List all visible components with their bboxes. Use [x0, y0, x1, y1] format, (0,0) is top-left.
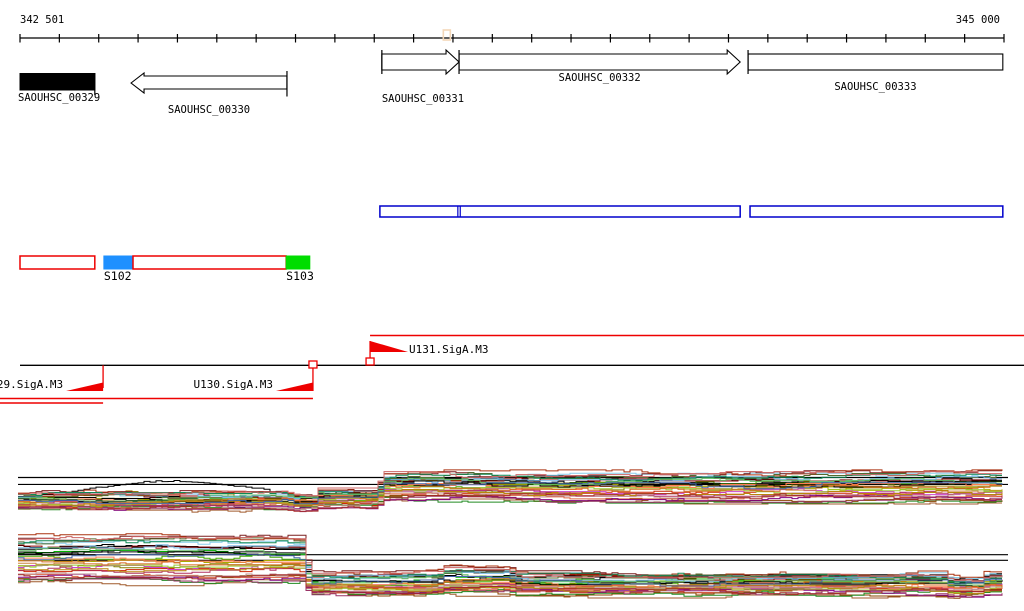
tss-direction-flag-reverse[interactable] — [275, 382, 313, 392]
coordinate-ruler: 342 501 345 000 — [19, 14, 1005, 43]
segment-label: S103 — [286, 269, 314, 283]
expression-profile-line — [18, 493, 1002, 512]
expression-profile-line — [18, 476, 1002, 500]
expression-profile-line — [18, 473, 1002, 498]
tss-square-marker[interactable] — [365, 357, 375, 366]
expression-profile-line — [18, 556, 1002, 589]
gene-arrow-reverse[interactable] — [130, 71, 288, 95]
gene-label: SAOUHSC_00332 — [559, 72, 641, 84]
gene-box[interactable] — [747, 53, 1004, 71]
tss-direction-flag-reverse[interactable] — [66, 382, 104, 392]
transcription-unit-box[interactable] — [749, 205, 1004, 218]
tss-labels: 129.SigA.M3 U130.SigA.M3 U131.SigA.M3 — [0, 343, 489, 391]
expression-profile-line — [18, 574, 1002, 596]
gene-box-filled[interactable] — [19, 73, 96, 91]
tss-label: 129.SigA.M3 — [0, 378, 63, 391]
gene-label: SAOUHSC_00333 — [834, 81, 916, 93]
ruler-end-coordinate: 345 000 — [956, 14, 1000, 26]
expression-profile-line — [18, 540, 1002, 584]
gene-arrow-forward[interactable] — [458, 48, 741, 76]
expression-profiles — [18, 469, 1008, 599]
ruler-start-coordinate: 342 501 — [20, 14, 64, 26]
expression-profile-line — [18, 572, 1002, 594]
tss-direction-flag-forward[interactable] — [370, 341, 409, 352]
expression-profile-line — [18, 491, 1002, 510]
expression-profile-line — [18, 471, 1002, 497]
gene-track — [19, 48, 1004, 97]
expression-profile-line — [18, 551, 1003, 586]
segment-labels: S102 S103 — [104, 269, 314, 283]
segment-box-outline[interactable] — [132, 255, 287, 270]
tss-track — [0, 334, 1024, 404]
gene-labels: SAOUHSC_00329 SAOUHSC_00330 SAOUHSC_0033… — [18, 72, 917, 116]
expression-profile-line — [18, 536, 1003, 582]
expression-profile-line — [18, 482, 1003, 505]
segment-box-colored[interactable] — [285, 255, 311, 270]
gene-label: SAOUHSC_00329 — [18, 92, 100, 104]
expression-profile-line — [18, 554, 1002, 587]
gene-label: SAOUHSC_00331 — [382, 93, 464, 105]
segment-track — [19, 255, 311, 270]
position-cursor-marker[interactable] — [442, 29, 452, 41]
tss-label: U130.SigA.M3 — [193, 378, 272, 391]
expression-profile-line — [18, 547, 1002, 587]
expression-profile-line — [18, 498, 1002, 513]
gene-arrow-forward[interactable] — [381, 48, 460, 76]
transcription-unit-track — [379, 205, 1004, 218]
cursor-marker[interactable] — [442, 29, 452, 41]
expression-profile-line — [18, 480, 1002, 503]
segment-box-colored[interactable] — [103, 255, 134, 270]
tss-square-marker[interactable] — [308, 360, 318, 369]
transcription-unit-box[interactable] — [379, 205, 741, 218]
tss-label: U131.SigA.M3 — [409, 343, 488, 356]
segment-box-outline[interactable] — [19, 255, 96, 270]
segment-label: S102 — [104, 269, 132, 283]
gene-label: SAOUHSC_00330 — [168, 104, 250, 116]
